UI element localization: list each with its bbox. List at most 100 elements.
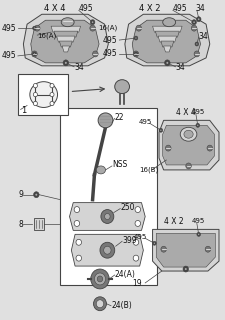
Circle shape xyxy=(133,239,139,245)
Text: NSS: NSS xyxy=(112,160,127,170)
Text: 22: 22 xyxy=(115,113,124,122)
Text: 495: 495 xyxy=(1,24,16,33)
Circle shape xyxy=(65,62,67,64)
Text: 24(A): 24(A) xyxy=(115,269,136,278)
Polygon shape xyxy=(57,36,75,42)
Circle shape xyxy=(185,268,187,270)
Circle shape xyxy=(192,20,196,25)
Circle shape xyxy=(153,241,156,245)
Circle shape xyxy=(133,255,139,261)
Polygon shape xyxy=(31,20,99,63)
Circle shape xyxy=(154,243,155,244)
Circle shape xyxy=(134,36,138,40)
Circle shape xyxy=(90,20,95,25)
Text: 1: 1 xyxy=(21,106,26,115)
Circle shape xyxy=(50,84,54,88)
Circle shape xyxy=(105,213,110,220)
Circle shape xyxy=(135,207,141,212)
Text: 19: 19 xyxy=(132,279,142,288)
Text: 4 X 4: 4 X 4 xyxy=(176,108,195,117)
Text: 8: 8 xyxy=(19,220,24,229)
Polygon shape xyxy=(164,46,171,52)
Circle shape xyxy=(136,25,142,31)
Circle shape xyxy=(207,145,213,151)
Ellipse shape xyxy=(30,82,58,108)
Text: 495: 495 xyxy=(79,4,93,13)
Circle shape xyxy=(165,145,171,151)
Text: 399: 399 xyxy=(122,236,137,245)
Circle shape xyxy=(50,92,54,97)
Circle shape xyxy=(160,130,162,131)
Text: 9: 9 xyxy=(19,190,24,199)
Circle shape xyxy=(197,124,198,126)
Circle shape xyxy=(164,60,170,66)
Polygon shape xyxy=(70,203,145,230)
Text: 495: 495 xyxy=(173,4,187,13)
Circle shape xyxy=(33,101,37,106)
Circle shape xyxy=(33,84,37,88)
Text: 495: 495 xyxy=(1,52,16,60)
Polygon shape xyxy=(132,20,200,63)
Polygon shape xyxy=(159,120,219,170)
Circle shape xyxy=(100,242,115,258)
Ellipse shape xyxy=(184,130,193,138)
Circle shape xyxy=(96,300,104,308)
Circle shape xyxy=(90,25,95,31)
Polygon shape xyxy=(156,233,215,267)
Text: 495: 495 xyxy=(134,234,147,240)
Circle shape xyxy=(197,232,200,236)
Text: 16(B): 16(B) xyxy=(139,167,158,173)
Circle shape xyxy=(196,17,201,22)
Text: 495: 495 xyxy=(191,109,205,116)
Text: 250: 250 xyxy=(120,203,135,212)
Polygon shape xyxy=(60,108,157,285)
Circle shape xyxy=(92,21,93,23)
Circle shape xyxy=(34,28,35,29)
Polygon shape xyxy=(54,31,78,37)
Circle shape xyxy=(50,101,54,106)
Circle shape xyxy=(161,246,166,252)
Text: 34: 34 xyxy=(176,63,185,72)
Circle shape xyxy=(32,51,37,57)
Circle shape xyxy=(135,220,141,227)
Polygon shape xyxy=(158,36,177,42)
Text: 4 X 2: 4 X 2 xyxy=(164,217,183,226)
Circle shape xyxy=(198,18,200,20)
Ellipse shape xyxy=(115,80,130,93)
Polygon shape xyxy=(18,74,68,116)
Circle shape xyxy=(101,210,114,223)
Text: 16(A): 16(A) xyxy=(98,25,117,31)
Text: 24(B): 24(B) xyxy=(111,301,132,310)
Circle shape xyxy=(74,207,80,212)
Ellipse shape xyxy=(98,113,113,128)
Circle shape xyxy=(34,53,35,55)
Polygon shape xyxy=(23,14,108,66)
Circle shape xyxy=(94,273,106,285)
Text: 495: 495 xyxy=(103,36,117,44)
Ellipse shape xyxy=(180,127,197,141)
Circle shape xyxy=(198,234,199,235)
Circle shape xyxy=(34,192,39,198)
Text: 495: 495 xyxy=(139,119,152,125)
Polygon shape xyxy=(161,41,174,47)
Ellipse shape xyxy=(96,166,106,174)
Circle shape xyxy=(33,26,36,30)
Text: 495: 495 xyxy=(103,49,117,59)
Circle shape xyxy=(33,92,37,97)
Text: 34: 34 xyxy=(195,4,205,13)
Circle shape xyxy=(134,52,138,56)
Polygon shape xyxy=(155,31,179,37)
Circle shape xyxy=(93,51,98,57)
Text: 4 X 4: 4 X 4 xyxy=(44,4,65,13)
Circle shape xyxy=(74,220,80,227)
Polygon shape xyxy=(34,219,44,230)
Circle shape xyxy=(194,51,200,57)
Polygon shape xyxy=(125,14,210,66)
Circle shape xyxy=(33,52,36,56)
Polygon shape xyxy=(153,229,219,271)
Text: 34: 34 xyxy=(74,63,84,72)
Circle shape xyxy=(193,21,195,23)
Circle shape xyxy=(196,43,198,45)
Circle shape xyxy=(196,123,200,127)
Polygon shape xyxy=(71,234,143,266)
